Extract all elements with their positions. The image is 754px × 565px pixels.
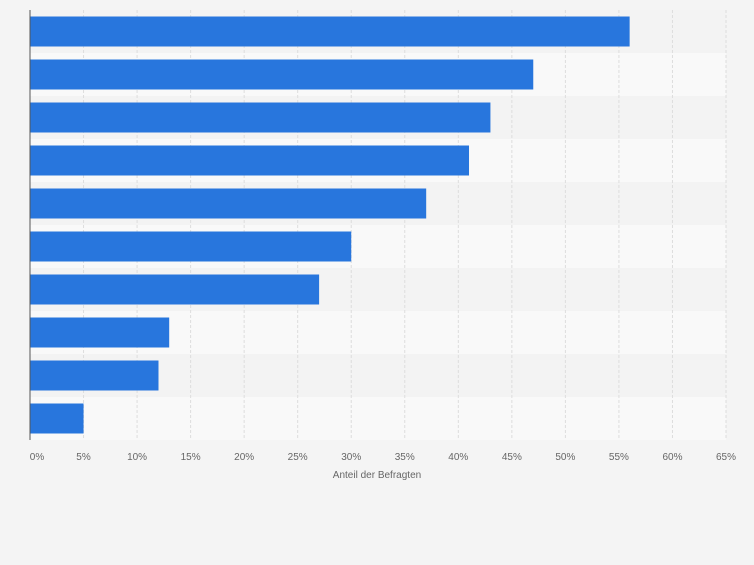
x-tick-label: 55%: [609, 452, 629, 463]
x-tick-label: 60%: [662, 452, 682, 463]
bar[interactable]: [30, 403, 84, 434]
x-tick-label: 65%: [716, 452, 736, 463]
x-tick-label: 0%: [30, 452, 45, 463]
x-tick-label: 35%: [395, 452, 415, 463]
bar[interactable]: [30, 188, 427, 219]
bars: [30, 16, 630, 434]
bar[interactable]: [30, 145, 470, 176]
bar[interactable]: [30, 274, 320, 305]
bar[interactable]: [30, 317, 170, 348]
x-tick-label: 45%: [502, 452, 522, 463]
row-band: [30, 397, 726, 440]
bar[interactable]: [30, 59, 534, 90]
x-tick-label: 40%: [448, 452, 468, 463]
bar[interactable]: [30, 231, 352, 262]
x-tick-label: 10%: [127, 452, 147, 463]
x-axis-label: Anteil der Befragten: [333, 470, 421, 481]
x-tick-label: 20%: [234, 452, 254, 463]
x-tick-labels: 0% 5% 10% 15% 20% 25% 30% 35% 40% 45% 50% 55% 60% 65%: [30, 452, 736, 463]
x-tick-label: 25%: [288, 452, 308, 463]
x-tick-label: 15%: [181, 452, 201, 463]
bar[interactable]: [30, 360, 159, 391]
x-tick-label: 50%: [555, 452, 575, 463]
bar[interactable]: [30, 16, 630, 47]
bar[interactable]: [30, 102, 491, 133]
x-tick-label: 30%: [341, 452, 361, 463]
x-tick-label: 5%: [76, 452, 91, 463]
